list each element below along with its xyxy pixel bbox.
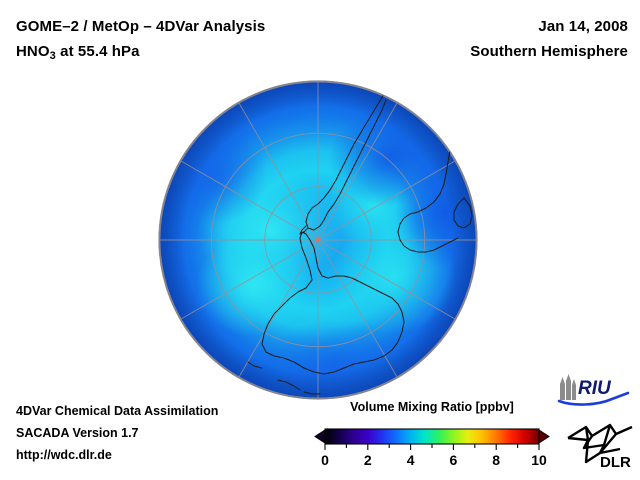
date-label: Jan 14, 2008 (538, 18, 628, 35)
species-level-label: HNO3 at 55.4 hPa (16, 39, 416, 69)
colorbar-tick-label-0: 0 (321, 452, 329, 468)
region-label: Southern Hemisphere (470, 43, 628, 60)
riu-logo: RIU (556, 372, 634, 406)
colorbar: Volume Mixing Ratio [ppbv] (308, 398, 556, 471)
colorbar-tick-label-6: 6 (450, 452, 458, 468)
colorbar-max-arrow (538, 429, 550, 444)
pressure-level: at 55.4 hPa (55, 43, 140, 60)
footer-line-version: SACADA Version 1.7 (16, 426, 139, 440)
footer-left: 4DVar Chemical Data Assimilation SACADA … (16, 400, 316, 466)
colorbar-tick-label-4: 4 (407, 452, 415, 468)
colorbar-ticks (324, 444, 540, 450)
dlr-mark-icon (567, 423, 633, 464)
colorbar-tick-label-2: 2 (364, 452, 372, 468)
dlr-logo-text: DLR (600, 454, 631, 470)
header-right: Jan 14, 2008 Southern Hemisphere (328, 14, 628, 64)
species-name: HNO (16, 43, 50, 60)
colorbar-gradient (324, 428, 540, 445)
species-subscript: 3 (49, 50, 56, 62)
header-left: GOME–2 / MetOp – 4DVar Analysis HNO3 at … (16, 14, 416, 69)
globe-limb (158, 80, 478, 400)
riu-logo-text: RIU (578, 378, 612, 399)
colorbar-min-arrow (314, 429, 326, 444)
dlr-logo: DLR (564, 414, 636, 471)
south-pole-marker (315, 237, 321, 243)
colorbar-title: Volume Mixing Ratio [ppbv] (350, 400, 514, 414)
riu-tower-icon (560, 374, 576, 400)
globe-map (158, 80, 478, 400)
footer-line-assimilation: 4DVar Chemical Data Assimilation (16, 404, 219, 418)
riu-swoosh-icon (557, 391, 630, 406)
page-title: GOME–2 / MetOp – 4DVar Analysis (16, 18, 266, 35)
footer-line-url: http://wdc.dlr.de (16, 448, 112, 462)
colorbar-tick-label-8: 8 (492, 452, 500, 468)
colorbar-tick-label-10: 10 (531, 452, 547, 468)
